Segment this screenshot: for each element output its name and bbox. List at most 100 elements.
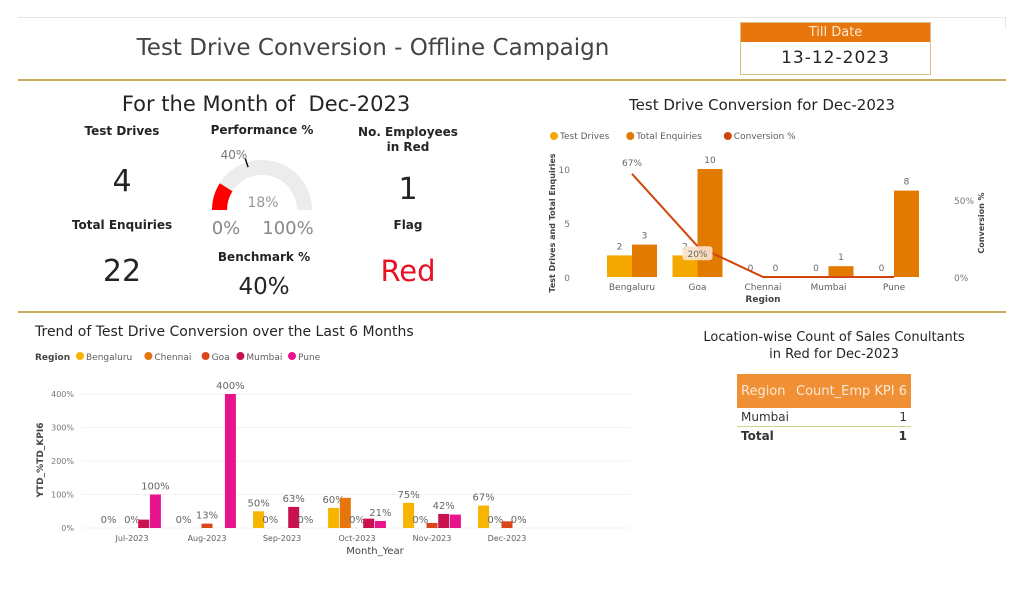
y-tick-label: 200% <box>51 457 74 466</box>
gauge-value-label: 18% <box>247 195 278 211</box>
legend-marker-1 <box>626 132 635 140</box>
bar-bengaluru <box>403 502 415 528</box>
gauge-fill <box>212 183 233 210</box>
data-label: 10 <box>704 156 716 166</box>
month-heading: For the Month of Dec-2023 <box>121 92 411 116</box>
x-tick-label: Mumbai <box>811 283 847 293</box>
employees-red-label: No. Employees in Red <box>358 125 458 154</box>
legend-marker-2 <box>723 132 732 140</box>
line-data-label: 20% <box>687 250 707 260</box>
test-drives-value: 4 <box>112 164 132 199</box>
gauge-target-marker <box>244 158 249 168</box>
data-label: 0% <box>262 515 278 526</box>
bar-mumbai <box>138 519 150 528</box>
data-label: 0% <box>412 515 428 526</box>
bar-total-enquiries <box>632 244 657 277</box>
data-label-bg <box>682 246 713 261</box>
data-label: 63% <box>283 494 305 505</box>
legend-label-goa: Goa <box>212 353 230 363</box>
conversion-chart-title: Test Drive Conversion for Dec-2023 <box>629 96 895 114</box>
data-label: 0 <box>879 264 885 274</box>
trend-chart-title: Trend of Test Drive Conversion over the … <box>35 324 414 340</box>
bar-total-enquiries <box>828 266 854 277</box>
legend-label-2: Conversion % <box>734 132 796 142</box>
gauge-track <box>212 160 312 210</box>
data-label: 400% <box>216 381 245 392</box>
trend-chart: Region Bengaluru Chennai Goa Mumbai Pune 0% 100… <box>35 352 630 557</box>
bar-total-enquiries <box>894 190 919 277</box>
data-label: 42% <box>433 501 455 512</box>
y2-tick-label: 0% <box>954 274 969 284</box>
x-tick-label: Nov-2023 <box>413 534 452 543</box>
data-label: 0 <box>748 264 754 274</box>
bar-goa <box>426 522 438 528</box>
y-tick-label: 10 <box>559 166 571 176</box>
table-title: Location-wise Count of Sales Conultants … <box>703 329 964 363</box>
till-date-value: 13-12-2023 <box>781 48 890 68</box>
conversion-chart: Test Drives Total Enquiries Conversion % 0 5… <box>548 132 986 305</box>
data-label: 21% <box>369 508 391 519</box>
gauge-min-label: 0% <box>212 218 241 239</box>
data-label: 0% <box>487 515 503 526</box>
flag-label: Flag <box>393 218 423 232</box>
divider-middle <box>18 311 1006 313</box>
x-tick-label: Chennai <box>745 283 782 293</box>
total-value: 1 <box>898 429 907 443</box>
y-axis-title: Test Drives and Total Enquiries <box>548 153 557 292</box>
data-label: 100% <box>141 482 170 493</box>
bar-mumbai <box>438 513 450 528</box>
y-tick-label: 0% <box>61 524 74 533</box>
data-label: 67% <box>472 493 494 504</box>
red-consultants-table: Region Count_Emp KPI 6 Mumbai 1 Total 1 <box>737 374 911 445</box>
table-total-row: Total 1 <box>737 427 911 445</box>
x-tick-label: Dec-2023 <box>488 534 527 543</box>
data-label: 3 <box>642 232 648 242</box>
legend-marker-pune <box>288 352 296 360</box>
bar-bengaluru <box>478 505 490 528</box>
legend-label-0: Test Drives <box>559 132 610 142</box>
legend-label-bengaluru: Bengaluru <box>86 353 132 363</box>
data-label: 0% <box>101 515 117 526</box>
legend-marker-bengaluru <box>76 352 84 360</box>
top-border <box>18 17 1006 18</box>
performance-label: Performance % <box>210 123 314 137</box>
data-label: 0% <box>297 515 313 526</box>
y-tick-label: 400% <box>51 390 74 399</box>
table-row: Mumbai 1 <box>737 409 911 427</box>
flag-value: Red <box>380 254 436 288</box>
data-label: 8 <box>904 178 910 188</box>
gauge-max-label: 100% <box>262 218 313 239</box>
x-tick-label: Goa <box>689 283 707 293</box>
data-label: 2 <box>617 242 623 252</box>
legend-marker-chennai <box>144 352 153 360</box>
top-border-right <box>1005 17 1006 29</box>
data-label: 0 <box>813 264 819 274</box>
x-tick-label: Sep-2023 <box>263 534 301 543</box>
bar-mumbai <box>363 518 375 528</box>
data-label: 13% <box>196 511 218 522</box>
y-tick-label: 100% <box>51 491 74 500</box>
data-label: 1 <box>838 253 844 263</box>
data-label: 0% <box>349 515 365 526</box>
table-title-line1: Location-wise Count of Sales Conultants <box>703 330 965 345</box>
bar-goa <box>501 521 513 528</box>
table-header: Region Count_Emp KPI 6 <box>737 374 911 408</box>
y-axis-title: YTD_%TD_KPI6 <box>36 423 46 499</box>
data-label: 0% <box>511 515 527 526</box>
bar-pune <box>224 394 236 528</box>
y2-tick-label: 50% <box>954 197 974 207</box>
bar-test-drives <box>607 255 632 277</box>
page-title: Test Drive Conversion - Offline Campaign <box>136 35 610 61</box>
data-label: 0 <box>773 264 779 274</box>
legend-marker-goa <box>201 352 210 360</box>
x-axis-title: Region <box>745 295 780 305</box>
row-count: 1 <box>899 410 907 424</box>
bar-bengaluru <box>328 507 340 528</box>
column-header-region[interactable]: Region <box>741 383 786 399</box>
legend-marker-0 <box>550 132 558 140</box>
divider-top <box>18 79 1006 81</box>
total-enquiries-label: Total Enquiries <box>71 218 173 232</box>
column-header-count[interactable]: Count_Emp KPI 6 <box>796 383 907 399</box>
performance-gauge: 40% 18% 0% 100% <box>212 148 314 239</box>
bar-bengaluru <box>253 511 265 528</box>
